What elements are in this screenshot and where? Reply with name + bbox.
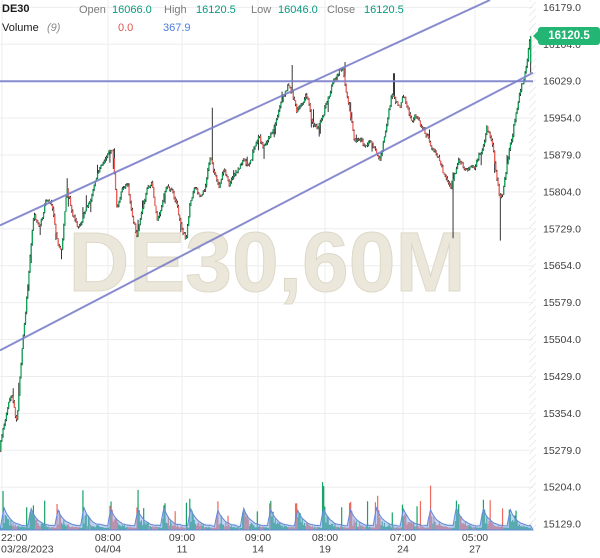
time-axis-date: 03/28/2023 [1, 544, 54, 556]
volume-bars-up [0, 482, 532, 530]
volume-ma-area [0, 505, 534, 531]
trendlines-layer[interactable] [0, 0, 534, 352]
time-axis-date: 14 [252, 544, 264, 556]
time-axis-label: 05:00 [462, 532, 488, 544]
price-axis-label: 15654.0 [543, 260, 581, 272]
time-axis-date: 24 [397, 544, 409, 556]
price-axis-label: 15729.0 [543, 223, 581, 235]
volume-pane [0, 482, 534, 531]
time-axis-date: 04/04 [95, 544, 121, 556]
price-axis-label: 15279.0 [543, 445, 581, 457]
current-price-badge: 16120.5 [533, 27, 600, 45]
price-axis-label: 15579.0 [543, 297, 581, 309]
price-axis-label: 16179.0 [543, 2, 581, 14]
price-axis-label: 15804.0 [543, 186, 581, 198]
time-axis-label: 08:00 [95, 532, 121, 544]
candles-layer [0, 36, 532, 453]
time-axis-date: 27 [469, 544, 481, 556]
trendline-channel-upper[interactable] [0, 0, 491, 227]
price-axis-label: 15129.0 [543, 519, 581, 531]
price-axis-label: 16029.0 [543, 76, 581, 88]
future-area-hatch [529, 0, 536, 530]
price-axis-label: 15879.0 [543, 150, 581, 162]
price-axis-label: 15504.0 [543, 334, 581, 346]
candle-bodies-bull [0, 36, 532, 451]
price-axis-label: 15354.0 [543, 408, 581, 420]
watermark: DE30,60M [69, 215, 466, 309]
price-axis-label: 15954.0 [543, 113, 581, 125]
time-axis-label: 22:00 [1, 532, 27, 544]
time-axis-label: 08:00 [312, 532, 338, 544]
time-axis-label: 09:00 [169, 532, 195, 544]
time-axis-date: 19 [319, 544, 331, 556]
trendline-channel-lower[interactable] [0, 71, 534, 352]
price-axis-label: 15429.0 [543, 371, 581, 383]
time-axis-date: 11 [177, 544, 188, 556]
time-axis-label: 09:00 [245, 532, 271, 544]
price-axis-label: 15204.0 [543, 482, 581, 494]
time-axis-label: 07:00 [390, 532, 416, 544]
